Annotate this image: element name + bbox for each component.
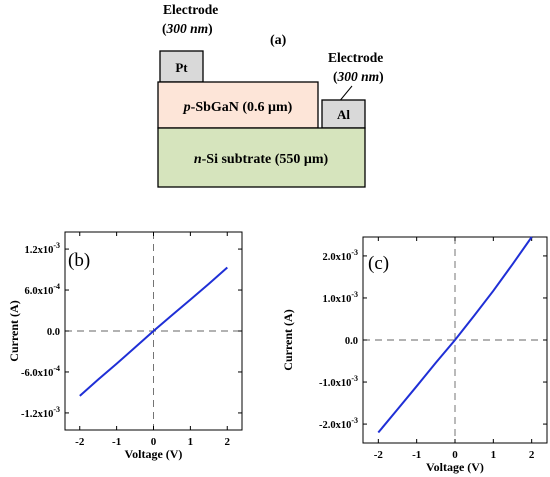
n-si-substrate-label: n-Si subtrate (550 μm) — [194, 152, 329, 167]
y-axis-label: Current (A) — [7, 300, 21, 361]
p-sbgan-layer-label: p-SbGaN (0.6 μm) — [183, 100, 293, 115]
y-tick-label: 0.0 — [345, 336, 358, 347]
y-axis-label: Current (A) — [281, 309, 295, 370]
x-tick-label: 1 — [188, 436, 194, 448]
x-axis-label: Voltage (V) — [125, 447, 183, 461]
y-tick-label: 0.0 — [47, 327, 60, 338]
iv-chart-b: -2 -1 0 1 2 1.2x10-3 6.0x10-4 0.0 -6.0x10-4 -1.2x… — [7, 231, 243, 461]
device-schematic: (a) Electrode (300 nm) Electrode (300 nm… — [157, 2, 384, 188]
y-tick-label: -2.0x10-3 — [319, 416, 358, 431]
iv-chart-c: -2 -1 0 1 2 2.0x10-3 1.0x10-3 0.0 -1.0x10-3 -2.0x… — [281, 236, 548, 474]
y-tick-label: -1.2x10-3 — [21, 405, 60, 420]
x-tick-label: -1 — [112, 436, 121, 448]
iv-curve — [377, 236, 533, 434]
y-tick-label: -6.0x10-4 — [21, 364, 60, 379]
x-tick-label: -1 — [412, 449, 421, 461]
p-sbgan-layer — [157, 81, 319, 129]
x-tick-label: 0 — [452, 449, 458, 461]
x-axis-label: Voltage (V) — [426, 460, 484, 474]
al-electrode-label: Al — [337, 107, 350, 122]
panel-label: (b) — [68, 250, 90, 271]
x-tick-label: -2 — [374, 449, 384, 461]
x-tick-label: 2 — [225, 436, 231, 448]
y-tick-label: 2.0x10-3 — [322, 248, 358, 263]
n-si-substrate — [157, 127, 366, 188]
x-tick-label: 0 — [151, 436, 157, 448]
right-electrode-title: Electrode — [328, 50, 383, 65]
x-tick-label: 2 — [529, 449, 535, 461]
y-tick-label: 1.2x10-3 — [24, 241, 60, 256]
iv-curve — [79, 266, 228, 397]
left-electrode-title: Electrode — [163, 2, 218, 17]
panel-label-a: (a) — [270, 33, 287, 48]
right-electrode-thickness: (300 nm) — [333, 69, 384, 84]
y-tick-label: -1.0x10-3 — [319, 374, 358, 389]
left-electrode-thickness: (300 nm) — [162, 21, 213, 36]
panel-label: (c) — [368, 253, 389, 274]
x-tick-label: -2 — [75, 436, 85, 448]
y-tick-label: 1.0x10-3 — [322, 290, 358, 305]
x-tick-label: 1 — [491, 449, 497, 461]
pt-electrode-label: Pt — [175, 60, 188, 75]
y-tick-label: 6.0x10-4 — [24, 282, 60, 297]
